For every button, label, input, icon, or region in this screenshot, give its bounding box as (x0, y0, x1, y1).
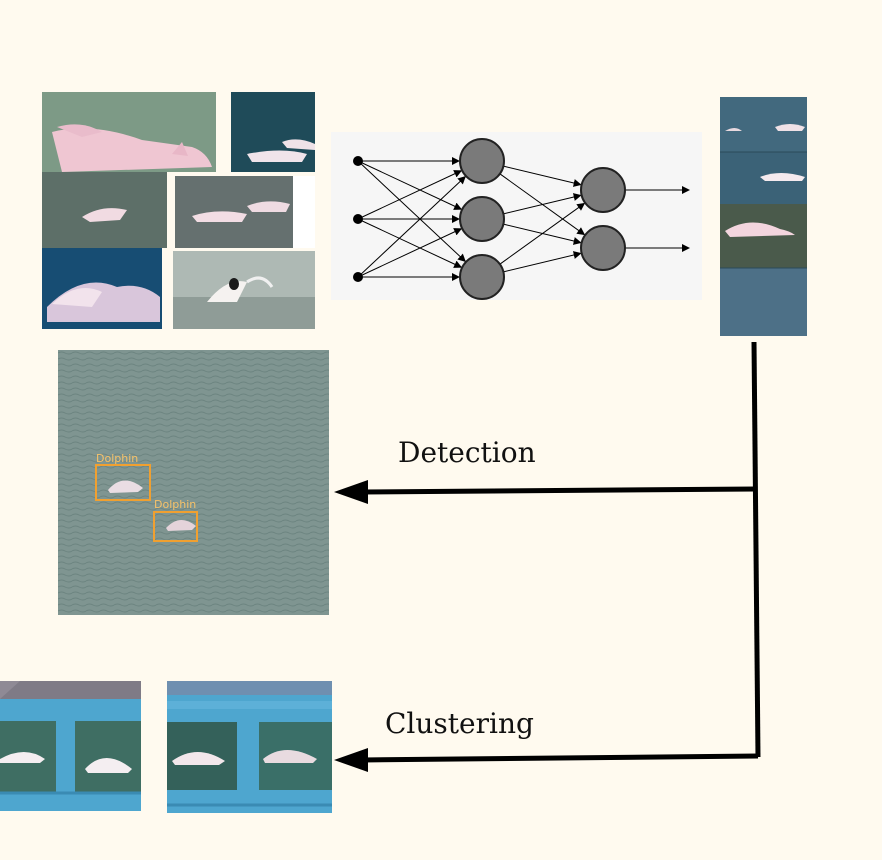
clustering-arrow-line (361, 753, 759, 763)
nn-hidden-neuron (459, 196, 505, 242)
bbox-label-1: Dolphin (96, 452, 139, 465)
nn-output-neuron (580, 167, 626, 213)
nn-hidden-neuron (459, 138, 505, 184)
nn-input-node (353, 272, 363, 282)
nn-connection (357, 160, 463, 210)
nn-connection (503, 251, 582, 273)
detection-label: Detection (398, 436, 536, 469)
detection-result: Dolphin Dolphin (58, 350, 329, 615)
nn-input-node (353, 156, 363, 166)
clustering-label: Clustering (385, 707, 534, 740)
dolphin-strip-image (720, 97, 807, 336)
neural-network-diagram (353, 138, 690, 300)
bbox-label-2: Dolphin (154, 498, 197, 511)
nn-connection (357, 176, 466, 278)
nn-connection (499, 202, 586, 265)
nn-connection (357, 218, 463, 268)
nn-hidden-neuron (459, 254, 505, 300)
nn-connection (503, 165, 582, 187)
nn-connection (357, 170, 463, 220)
dolphin-strip (720, 97, 807, 336)
nn-input-node (353, 214, 363, 224)
detection-arrowhead (334, 480, 368, 504)
nn-connection (357, 160, 466, 262)
detection-arrow-line (361, 486, 757, 495)
vertical-connector (751, 341, 761, 758)
bbox-dolphin-2 (153, 511, 198, 542)
neural-network-panel (331, 132, 702, 300)
dolphin-collage-image (42, 92, 315, 329)
cluster-panel-image (167, 681, 332, 813)
nn-output-neuron (580, 225, 626, 271)
bbox-dolphin-1 (95, 464, 151, 501)
clustering-arrowhead (334, 748, 368, 772)
cluster-panel-2 (167, 681, 332, 813)
dolphin-collage (42, 92, 315, 329)
nn-connection (357, 228, 463, 278)
nn-connection (503, 193, 582, 215)
detection-result-image (58, 350, 329, 615)
cluster-panel-image (0, 681, 141, 811)
cluster-panel-1 (0, 681, 141, 811)
